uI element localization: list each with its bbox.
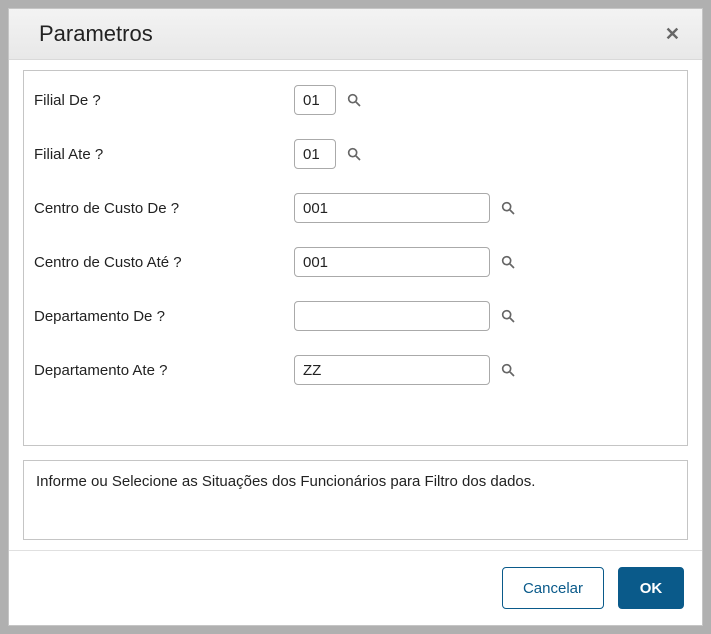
- dialog-footer: Cancelar OK: [9, 550, 702, 625]
- hint-text-box: Informe ou Selecione as Situações dos Fu…: [23, 460, 688, 540]
- param-label: Centro de Custo Até ?: [34, 254, 294, 271]
- cancel-button[interactable]: Cancelar: [502, 567, 604, 609]
- param-label: Filial Ate ?: [34, 146, 294, 163]
- departamento-de-input[interactable]: [294, 301, 490, 331]
- params-scroll-panel[interactable]: Filial De ? Filial Ate ? Centro de Custo…: [23, 70, 688, 446]
- filial-de-input[interactable]: [294, 85, 336, 115]
- search-icon[interactable]: [500, 308, 516, 324]
- search-icon[interactable]: [500, 200, 516, 216]
- parameters-dialog: Parametros ✕ Filial De ? Filial Ate ? Ce…: [8, 8, 703, 626]
- dialog-body: Filial De ? Filial Ate ? Centro de Custo…: [9, 60, 702, 550]
- param-row-centro-custo-ate: Centro de Custo Até ?: [34, 247, 677, 277]
- ok-button[interactable]: OK: [618, 567, 684, 609]
- param-row-filial-ate: Filial Ate ?: [34, 139, 677, 169]
- dialog-header: Parametros ✕: [9, 9, 702, 60]
- param-row-centro-custo-de: Centro de Custo De ?: [34, 193, 677, 223]
- search-icon[interactable]: [500, 254, 516, 270]
- param-row-cutoff: [34, 409, 677, 439]
- param-label: Departamento De ?: [34, 308, 294, 325]
- search-icon[interactable]: [500, 362, 516, 378]
- hint-text: Informe ou Selecione as Situações dos Fu…: [36, 473, 535, 490]
- centro-custo-ate-input[interactable]: [294, 247, 490, 277]
- centro-custo-de-input[interactable]: [294, 193, 490, 223]
- filial-ate-input[interactable]: [294, 139, 336, 169]
- departamento-ate-input[interactable]: [294, 355, 490, 385]
- param-row-filial-de: Filial De ?: [34, 85, 677, 115]
- close-icon[interactable]: ✕: [661, 24, 684, 45]
- param-label: Filial De ?: [34, 92, 294, 109]
- dialog-title: Parametros: [39, 21, 153, 47]
- search-icon[interactable]: [346, 146, 362, 162]
- search-icon[interactable]: [346, 92, 362, 108]
- param-label: Departamento Ate ?: [34, 362, 294, 379]
- param-label: Centro de Custo De ?: [34, 200, 294, 217]
- param-row-departamento-de: Departamento De ?: [34, 301, 677, 331]
- param-row-departamento-ate: Departamento Ate ?: [34, 355, 677, 385]
